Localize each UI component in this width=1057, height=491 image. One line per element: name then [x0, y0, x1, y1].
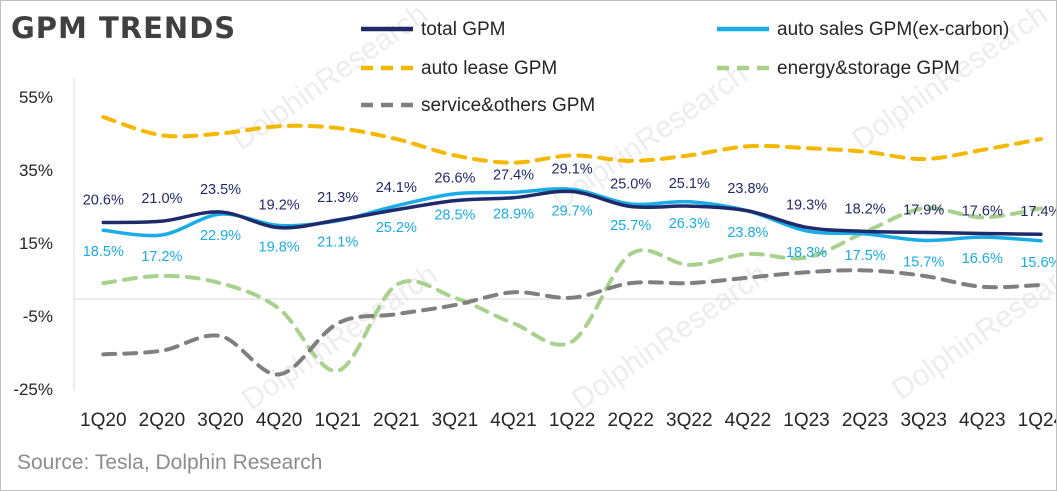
x-tick-label: 2Q23: [842, 410, 888, 431]
data-label-auto: 15.7%: [903, 254, 944, 270]
data-label-total: 20.6%: [83, 193, 124, 209]
x-tick-label: 1Q21: [314, 410, 360, 431]
data-label-total: 27.4%: [493, 168, 534, 184]
data-label-auto: 17.5%: [845, 248, 886, 264]
x-tick-labels: 1Q20 2Q20 3Q20 4Q20 1Q21 2Q21 3Q21 4Q21 1Q22 2Q22…: [80, 410, 1056, 431]
data-label-total: 21.3%: [317, 190, 358, 206]
data-label-auto: 22.9%: [200, 228, 241, 244]
data-label-auto: 17.2%: [141, 249, 182, 265]
data-label-total: 24.1%: [376, 180, 417, 196]
data-label-auto: 25.2%: [376, 220, 417, 236]
x-tick-label: 1Q20: [80, 410, 126, 431]
data-label-total: 23.5%: [200, 182, 241, 198]
series-line-2: [101, 115, 1043, 165]
x-tick-label: 3Q20: [197, 410, 243, 431]
data-label-auto: 23.8%: [727, 225, 768, 241]
x-tick-label: 1Q22: [549, 410, 595, 431]
data-label-total: 19.3%: [786, 197, 827, 213]
data-label-total: 25.1%: [669, 176, 710, 192]
data-label-total: 29.1%: [552, 162, 593, 178]
x-tick-label: 1Q24: [1018, 410, 1056, 431]
data-label-auto: 28.5%: [434, 208, 475, 224]
series-line-4: [101, 268, 1043, 377]
x-tick-label: 4Q21: [490, 410, 536, 431]
data-label-auto: 29.7%: [552, 203, 593, 219]
y-tick-label: -5%: [23, 307, 53, 326]
y-tick-label: -25%: [13, 380, 53, 399]
data-label-auto: 21.1%: [317, 235, 358, 251]
x-tick-label: 2Q22: [607, 410, 653, 431]
data-labels: 20.6% 21.0% 23.5% 19.2% 21.3% 24.1% 26.6% 27.4%…: [83, 162, 1056, 271]
data-label-total: 19.2%: [259, 198, 300, 214]
x-tick-label: 4Q20: [256, 410, 302, 431]
chart-title: GPM TRENDS: [11, 11, 237, 45]
x-tick-label: 3Q21: [432, 410, 478, 431]
legend: total GPM auto sales GPM(ex-carbon) auto l…: [361, 19, 1009, 116]
legend-label: energy&storage GPM: [777, 58, 960, 79]
y-tick-labels: 55% 35% 15% -5% -25%: [13, 88, 53, 399]
data-label-auto: 16.6%: [962, 251, 1003, 267]
y-tick-label: 35%: [19, 161, 53, 180]
data-label-total: 17.9%: [903, 202, 944, 218]
legend-label: total GPM: [421, 19, 505, 40]
series-layer: [101, 115, 1043, 377]
x-tick-label: 2Q21: [373, 410, 419, 431]
data-label-total: 18.2%: [845, 201, 886, 217]
data-label-total: 25.0%: [610, 177, 651, 193]
data-label-total: 17.4%: [1020, 204, 1056, 220]
x-tick-label: 4Q23: [959, 410, 1005, 431]
source-note: Source: Tesla, Dolphin Research: [17, 451, 323, 474]
data-label-total: 23.8%: [727, 181, 768, 197]
watermark-text: DolphinResearch: [226, 1, 433, 157]
series-line-3: [101, 206, 1043, 373]
y-tick-label: 15%: [19, 234, 53, 253]
x-tick-label: 4Q22: [725, 410, 771, 431]
data-label-auto: 18.5%: [83, 244, 124, 260]
data-label-auto: 19.8%: [259, 239, 300, 255]
legend-label: auto lease GPM: [421, 58, 557, 79]
watermark-text: DolphinResearch: [236, 258, 443, 417]
x-tick-label: 3Q23: [900, 410, 946, 431]
watermark-text: DolphinResearch: [886, 248, 1056, 407]
y-tick-label: 55%: [19, 88, 53, 107]
data-label-auto: 25.7%: [610, 218, 651, 234]
data-label-auto: 15.6%: [1020, 255, 1056, 271]
x-tick-label: 2Q20: [139, 410, 185, 431]
data-label-auto: 28.9%: [493, 206, 534, 222]
x-tick-label: 1Q23: [783, 410, 829, 431]
legend-label: auto sales GPM(ex-carbon): [777, 19, 1009, 40]
data-label-total: 26.6%: [434, 171, 475, 187]
legend-label: service&others GPM: [421, 95, 595, 116]
data-label-auto: 26.3%: [669, 216, 710, 232]
x-tick-label: 3Q22: [666, 410, 712, 431]
data-label-total: 21.0%: [141, 191, 182, 207]
data-label-total: 17.6%: [962, 204, 1003, 220]
data-label-auto: 18.3%: [786, 245, 827, 261]
